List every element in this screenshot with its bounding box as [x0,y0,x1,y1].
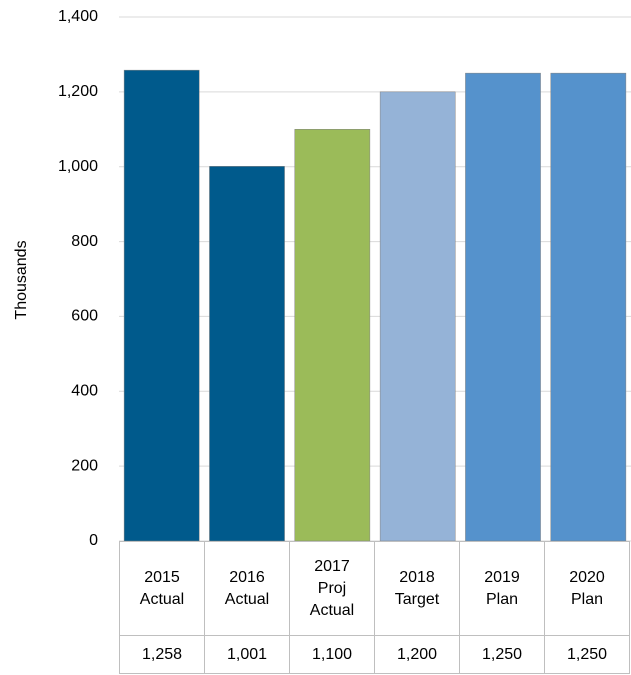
bar [123,69,200,542]
bar [294,129,371,542]
data-table: 2015 Actual 2016 Actual 2017 Proj Actual 20… [119,541,630,674]
value-label: 1,001 [204,635,290,674]
category-label: 2020 Plan [544,541,630,636]
category-label: 2016 Actual [204,541,290,636]
value-label: 1,100 [289,635,375,674]
value-label: 1,200 [374,635,460,674]
bar [465,72,541,542]
bar [209,166,285,542]
category-label: 2018 Target [374,541,460,636]
y-tick-label: 1,200 [58,83,98,100]
category-label: 2019 Plan [459,541,545,636]
y-tick-label: 1,000 [58,158,98,175]
y-tick-label: 0 [89,532,98,549]
bar [379,91,456,542]
value-label: 1,250 [544,635,630,674]
value-label: 1,250 [459,635,545,674]
y-tick-label: 400 [71,383,98,400]
y-tick-label: 1,400 [58,8,98,25]
bar [550,72,627,542]
value-row: 1,258 1,001 1,100 1,200 1,250 1,250 [119,635,630,674]
y-tick-label: 800 [71,233,98,250]
y-tick-label: 600 [71,308,98,325]
y-axis-label: Thousands [13,240,30,319]
value-label: 1,258 [119,635,205,674]
y-tick-label: 200 [71,457,98,474]
category-label: 2015 Actual [119,541,205,636]
category-label: 2017 Proj Actual [289,541,375,636]
category-row: 2015 Actual 2016 Actual 2017 Proj Actual 20… [119,541,630,636]
